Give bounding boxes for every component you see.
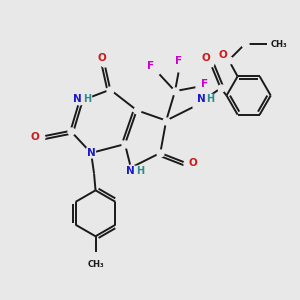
- Text: F: F: [175, 56, 182, 66]
- Text: H: H: [136, 166, 144, 176]
- Text: CH₃: CH₃: [87, 260, 104, 269]
- Text: N: N: [74, 94, 82, 104]
- Text: H: H: [206, 94, 214, 104]
- Text: F: F: [147, 61, 154, 71]
- Text: O: O: [202, 53, 210, 63]
- Text: N: N: [126, 166, 135, 176]
- Text: N: N: [196, 94, 205, 104]
- Text: H: H: [83, 94, 92, 104]
- Text: F: F: [202, 79, 208, 89]
- Text: N: N: [87, 148, 95, 158]
- Text: O: O: [98, 53, 106, 63]
- Text: O: O: [189, 158, 198, 168]
- Text: CH₃: CH₃: [271, 40, 287, 49]
- Text: O: O: [30, 132, 39, 142]
- Text: O: O: [218, 50, 227, 60]
